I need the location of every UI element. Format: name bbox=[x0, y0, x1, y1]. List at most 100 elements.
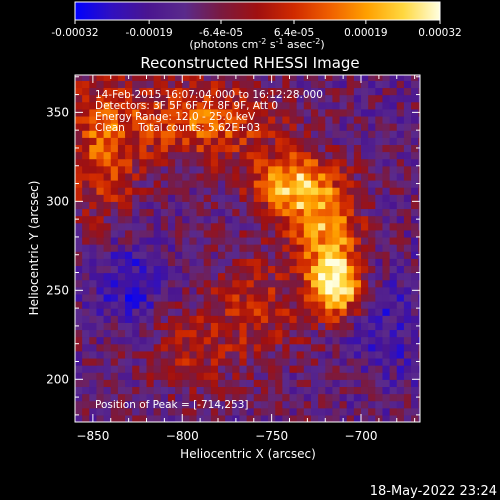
heatmap-cell bbox=[268, 258, 276, 267]
heatmap-cell bbox=[368, 407, 376, 416]
heatmap-cell bbox=[167, 407, 176, 416]
heatmap-cell bbox=[268, 201, 276, 210]
heatmap-cell bbox=[167, 187, 176, 195]
heatmap-cell bbox=[418, 165, 420, 174]
heatmap-cell bbox=[75, 400, 83, 409]
heatmap-cell bbox=[403, 194, 412, 202]
heatmap-cell bbox=[225, 94, 233, 103]
heatmap-cell bbox=[296, 400, 305, 409]
heatmap-cell bbox=[346, 172, 355, 181]
heatmap-cell bbox=[361, 108, 369, 117]
heatmap-cell bbox=[389, 75, 398, 81]
heatmap-cell bbox=[318, 286, 326, 295]
heatmap-cell bbox=[218, 222, 226, 231]
heatmap-cell bbox=[110, 357, 119, 366]
heatmap-cell bbox=[110, 144, 119, 153]
heatmap-cell bbox=[332, 265, 341, 274]
heatmap-cell bbox=[182, 272, 191, 281]
heatmap-cell bbox=[332, 322, 341, 331]
heatmap-cell bbox=[310, 208, 319, 217]
heatmap-cell bbox=[268, 108, 276, 117]
heatmap-cell bbox=[125, 151, 133, 160]
heatmap-cell bbox=[203, 144, 212, 153]
heatmap-cell bbox=[303, 222, 312, 231]
heatmap-cell bbox=[289, 315, 298, 323]
heatmap-cell bbox=[103, 343, 112, 352]
heatmap-cell bbox=[89, 179, 98, 188]
heatmap-cell bbox=[275, 308, 283, 316]
heatmap-cell bbox=[268, 407, 276, 416]
heatmap-cell bbox=[325, 343, 334, 352]
heatmap-cell bbox=[182, 300, 191, 309]
heatmap-cell bbox=[325, 215, 334, 224]
heatmap-cell bbox=[125, 94, 133, 103]
heatmap-cell bbox=[246, 94, 255, 103]
heatmap-cell bbox=[117, 251, 126, 259]
heatmap-cell bbox=[153, 293, 162, 302]
heatmap-cell bbox=[175, 158, 183, 167]
heatmap-cell bbox=[189, 315, 198, 323]
heatmap-cell bbox=[189, 308, 198, 316]
heatmap-cell bbox=[275, 315, 283, 323]
heatmap-cell bbox=[175, 151, 183, 160]
heatmap-cell bbox=[167, 329, 176, 338]
heatmap-cell bbox=[132, 293, 140, 302]
heatmap-cell bbox=[203, 393, 212, 402]
heatmap-cell bbox=[375, 94, 384, 103]
heatmap-cell bbox=[153, 108, 162, 117]
heatmap-cell bbox=[182, 115, 191, 124]
heatmap-cell bbox=[175, 386, 183, 395]
heatmap-cell bbox=[318, 87, 326, 96]
heatmap-cell bbox=[403, 414, 412, 422]
heatmap-cell bbox=[203, 357, 212, 366]
heatmap-cell bbox=[203, 407, 212, 416]
heatmap-cell bbox=[275, 108, 283, 117]
colorbar-tick-label: 6.4e-05 bbox=[274, 27, 314, 39]
heatmap-cell bbox=[310, 350, 319, 359]
heatmap-cell bbox=[175, 322, 183, 331]
heatmap-cell bbox=[139, 229, 148, 238]
heatmap-cell bbox=[146, 329, 155, 338]
heatmap-cell bbox=[253, 365, 262, 373]
heatmap-cell bbox=[289, 407, 298, 416]
heatmap-cell bbox=[368, 343, 376, 352]
heatmap-cell bbox=[218, 80, 226, 89]
heatmap-cell bbox=[303, 87, 312, 96]
heatmap-cell bbox=[218, 386, 226, 395]
heatmap-cell bbox=[382, 265, 391, 274]
heatmap-cell bbox=[268, 87, 276, 96]
heatmap-cell bbox=[239, 300, 248, 309]
heatmap-cell bbox=[82, 215, 90, 224]
heatmap-cell bbox=[325, 350, 334, 359]
heatmap-cell bbox=[310, 115, 319, 124]
heatmap-cell bbox=[189, 179, 198, 188]
heatmap-cell bbox=[132, 251, 140, 259]
heatmap-cell bbox=[303, 236, 312, 245]
heatmap-cell bbox=[196, 244, 205, 252]
chart-title: Reconstructed RHESSI Image bbox=[140, 54, 359, 72]
heatmap-cell bbox=[382, 194, 391, 202]
heatmap-cell bbox=[125, 400, 133, 409]
heatmap-cell bbox=[296, 137, 305, 145]
heatmap-cell bbox=[160, 244, 169, 252]
heatmap-cell bbox=[139, 322, 148, 331]
heatmap-cell bbox=[296, 350, 305, 359]
heatmap-cell bbox=[203, 151, 212, 160]
heatmap-cell bbox=[361, 151, 369, 160]
annotation-time: 14-Feb-2015 16:07:04.000 to 16:12:28.000 bbox=[95, 89, 323, 101]
heatmap-cell bbox=[153, 87, 162, 96]
heatmap-cell bbox=[146, 279, 155, 288]
heatmap-cell bbox=[275, 75, 283, 81]
heatmap-cell bbox=[103, 414, 112, 422]
heatmap-cell bbox=[382, 215, 391, 224]
heatmap-cell bbox=[339, 144, 348, 153]
heatmap-cell bbox=[153, 75, 162, 81]
heatmap-cell bbox=[375, 201, 384, 210]
heatmap-cell bbox=[389, 350, 398, 359]
heatmap-cell bbox=[339, 87, 348, 96]
heatmap-cell bbox=[246, 137, 255, 145]
heatmap-cell bbox=[325, 308, 334, 316]
heatmap-cell bbox=[189, 201, 198, 210]
heatmap-cell bbox=[289, 222, 298, 231]
heatmap-cell bbox=[96, 130, 105, 138]
